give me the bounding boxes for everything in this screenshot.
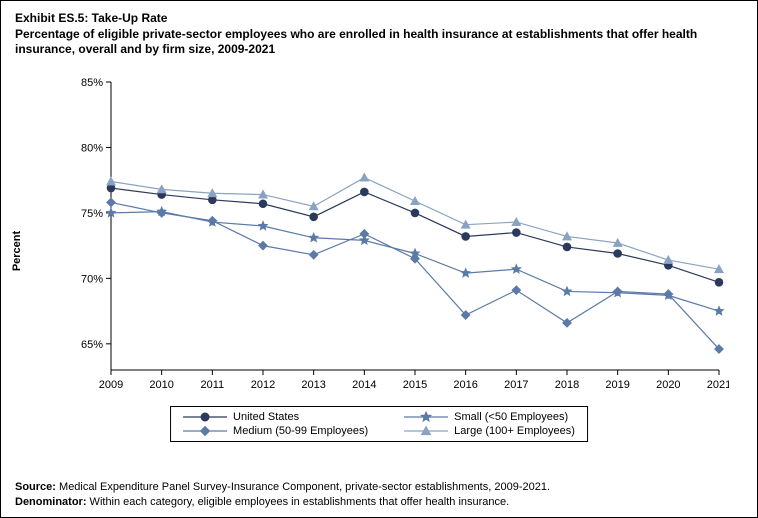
denominator-text: Within each category, eligible employees… <box>87 496 510 508</box>
svg-text:85%: 85% <box>81 77 103 89</box>
legend-item: Small (<50 Employees) <box>404 411 575 423</box>
footer-notes: Source: Medical Expenditure Panel Survey… <box>15 480 743 509</box>
marker <box>310 213 318 221</box>
marker <box>512 217 521 225</box>
marker <box>461 268 471 277</box>
marker <box>107 177 116 185</box>
marker <box>614 249 622 257</box>
exhibit-container: Exhibit ES.5: Take-Up Rate Percentage of… <box>0 0 758 518</box>
legend-label: United States <box>233 411 299 423</box>
marker <box>360 188 368 196</box>
svg-text:75%: 75% <box>81 208 103 220</box>
svg-text:2016: 2016 <box>453 379 477 391</box>
legend-label: Small (<50 Employees) <box>454 411 568 423</box>
svg-text:2021: 2021 <box>707 379 729 391</box>
svg-text:2009: 2009 <box>99 379 123 391</box>
source-line: Source: Medical Expenditure Panel Survey… <box>15 480 743 494</box>
marker <box>259 200 267 208</box>
svg-text:2020: 2020 <box>656 379 680 391</box>
marker <box>309 250 318 259</box>
marker <box>411 209 419 217</box>
marker <box>208 216 217 225</box>
legend-item: Medium (50-99 Employees) <box>183 425 368 437</box>
marker <box>411 196 420 204</box>
marker <box>512 264 522 273</box>
legend-item: United States <box>183 411 368 423</box>
marker <box>512 228 520 236</box>
marker <box>714 306 724 315</box>
denominator-label: Denominator: <box>15 496 87 508</box>
svg-text:2015: 2015 <box>403 379 427 391</box>
chart-area: Percent 65%70%75%80%85%20092010201120122… <box>19 66 739 436</box>
exhibit-number: Exhibit ES.5: Take-Up Rate <box>15 11 743 27</box>
marker <box>715 278 723 286</box>
marker <box>309 233 319 242</box>
source-text: Medical Expenditure Panel Survey-Insuran… <box>56 481 550 493</box>
marker <box>512 285 521 294</box>
series-line-Medium (50-99 Employees) <box>111 202 719 349</box>
marker <box>613 287 622 296</box>
svg-text:2019: 2019 <box>605 379 629 391</box>
svg-text:2012: 2012 <box>251 379 275 391</box>
line-chart: 65% 70% 75% 80% 85% 2009 2010 2011 2012 2013 2014 2… <box>69 76 729 396</box>
exhibit-subtitle: Percentage of eligible private-sector em… <box>15 27 743 58</box>
y-axis-label: Percent <box>11 231 23 271</box>
source-label: Source: <box>15 481 56 493</box>
svg-text:65%: 65% <box>81 339 103 351</box>
svg-text:2017: 2017 <box>504 379 528 391</box>
marker <box>360 229 369 238</box>
denominator-line: Denominator: Within each category, eligi… <box>15 495 743 509</box>
marker <box>107 198 116 207</box>
marker <box>462 232 470 240</box>
marker <box>259 241 268 250</box>
marker <box>563 318 572 327</box>
marker <box>258 221 268 230</box>
svg-text:80%: 80% <box>81 142 103 154</box>
svg-text:2013: 2013 <box>301 379 325 391</box>
marker <box>360 173 369 181</box>
svg-text:70%: 70% <box>81 273 103 285</box>
legend-label: Medium (50-99 Employees) <box>233 425 368 437</box>
svg-text:2010: 2010 <box>149 379 173 391</box>
svg-text:2014: 2014 <box>352 379 376 391</box>
svg-text:2011: 2011 <box>201 379 225 391</box>
legend: United States Small (<50 Employees) Medium… <box>170 406 588 442</box>
title-block: Exhibit ES.5: Take-Up Rate Percentage of… <box>15 11 743 58</box>
marker <box>563 243 571 251</box>
legend-item: Large (100+ Employees) <box>404 425 575 437</box>
legend-label: Large (100+ Employees) <box>454 425 575 437</box>
svg-text:2018: 2018 <box>555 379 579 391</box>
marker <box>562 286 572 295</box>
